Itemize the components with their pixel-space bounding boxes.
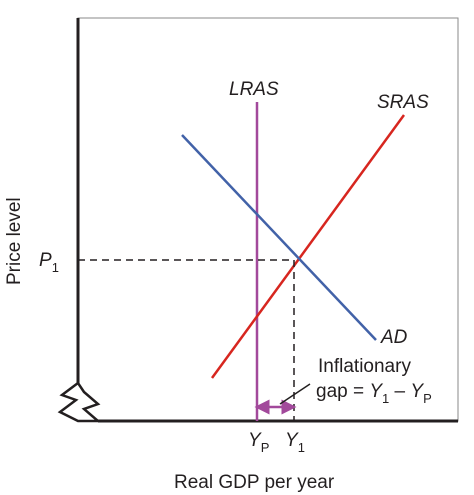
gap-label-line2: gap = Y1 – YP: [316, 381, 432, 406]
gap-leader-line: [279, 383, 311, 405]
y1-label: Y1: [285, 430, 305, 455]
x-axis-title: Real GDP per year: [174, 472, 335, 493]
axis-break-icon: [57, 381, 102, 423]
ad-label: AD: [380, 327, 408, 348]
yp-label: YP: [248, 430, 269, 455]
gap-label-line1: Inflationary: [318, 356, 411, 377]
y-axis-title: Price level: [4, 197, 25, 285]
ad-curve: [181, 134, 377, 341]
lras-label: LRAS: [229, 79, 279, 100]
sras-curve: [210, 114, 406, 379]
p1-label: P1: [39, 250, 59, 275]
sras-label: SRAS: [377, 92, 429, 113]
